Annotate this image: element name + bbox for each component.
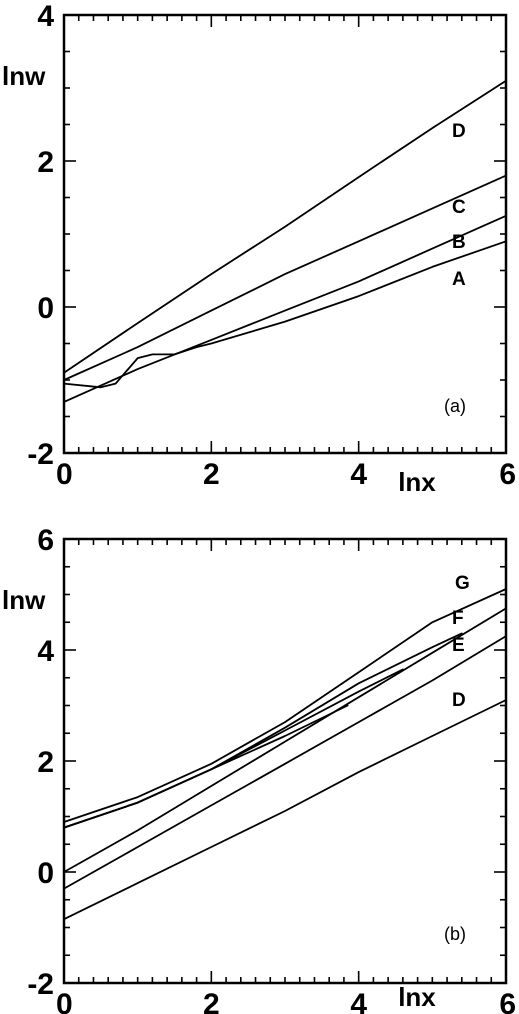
panel-b-plot-frame <box>62 537 508 985</box>
panel-b-y-tick-label: 0 <box>37 857 54 890</box>
panel-b-y-tick-label: -2 <box>27 968 54 1001</box>
panel-b-x-axis-label: lnx <box>398 982 436 1012</box>
panel-b-series-line-d <box>63 699 507 921</box>
panel-b-panel-label: (b) <box>444 924 466 944</box>
panel-a-x-tick-label: 6 <box>499 458 516 491</box>
panel-b-series-line-3 <box>63 632 463 829</box>
panel-b-y-tick-label: 4 <box>37 635 54 668</box>
panel-a-x-tick-label: 0 <box>56 458 73 491</box>
panel-a-y-tick-label: 4 <box>37 0 54 33</box>
panel-a-series-label-c: C <box>452 197 466 218</box>
panel-a-x-axis-label: lnx <box>398 467 436 497</box>
panel-a-series-line-b <box>63 214 507 403</box>
panel-a-y-axis-label: lnw <box>2 61 46 91</box>
panel-b-series-line-g <box>63 588 507 823</box>
panel-b-series-line-2 <box>63 668 404 829</box>
panel-a-series-line-c <box>63 174 507 381</box>
panel-b-series-line-e <box>63 635 507 890</box>
panel-b-x-tick-label: 4 <box>350 988 367 1014</box>
panel-a-plot-frame <box>62 13 508 455</box>
panel-b-y-tick-label: 2 <box>37 746 54 779</box>
panel-a-series-line-d <box>63 79 507 374</box>
panel-b-y-tick-label: 6 <box>37 524 54 557</box>
panel-b-series-label-g: G <box>455 573 470 594</box>
panel-a-x-tick-label: 2 <box>203 458 220 491</box>
panel-b-series-label-e: E <box>452 635 465 656</box>
panel-b-series-line-f <box>63 607 507 873</box>
panel-b-series-label-f: F <box>452 608 464 629</box>
panel-a-series-line-a <box>63 240 507 389</box>
panel-b-x-tick-label: 2 <box>203 988 220 1014</box>
panel-a-series-label-b: B <box>452 232 466 253</box>
panel-a-series-label-a: A <box>452 269 466 290</box>
panel-b-y-axis-label: lnw <box>2 585 46 615</box>
panel-b-x-tick-label: 0 <box>56 988 73 1014</box>
panel-a-y-tick-label: -2 <box>27 438 54 471</box>
panel-b-x-tick-label: 6 <box>499 988 516 1014</box>
panel-a-x-tick-label: 4 <box>350 458 367 491</box>
panel-a-series-label-d: D <box>452 121 466 142</box>
panel-a-panel-label: (a) <box>444 396 466 416</box>
panel-a-y-tick-label: 0 <box>37 292 54 325</box>
panel-a-y-tick-label: 2 <box>37 146 54 179</box>
panel-b-series-label-d: D <box>452 690 466 711</box>
